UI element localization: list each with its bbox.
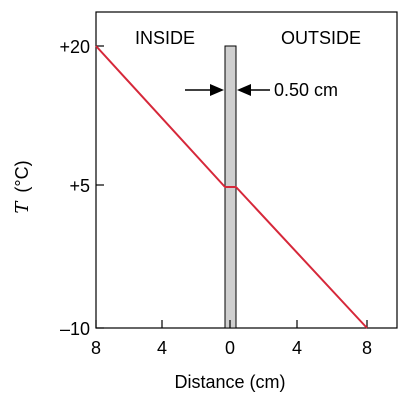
x-tick-label-8-right: 8 xyxy=(362,338,372,358)
thickness-arrow-right-head xyxy=(237,84,251,96)
y-axis-title: T (°C) xyxy=(12,160,33,213)
thickness-label: 0.50 cm xyxy=(274,80,338,100)
y-axis-symbol: T xyxy=(12,200,33,214)
x-axis-title: Distance (cm) xyxy=(174,372,285,392)
y-tick-label-5: +5 xyxy=(69,176,90,196)
x-tick-label-8-left: 8 xyxy=(91,338,101,358)
outside-label: OUTSIDE xyxy=(281,28,361,48)
y-axis-unit: (°C) xyxy=(12,160,32,192)
x-tick-label-4-right: 4 xyxy=(292,338,302,358)
x-tick-label-4-left: 4 xyxy=(157,338,167,358)
y-tick-label-minus10: –10 xyxy=(60,319,90,339)
temperature-profile-line xyxy=(95,45,368,329)
plot-frame xyxy=(95,11,398,329)
thickness-arrow-left-head xyxy=(210,84,224,96)
x-tick-label-0: 0 xyxy=(225,338,235,358)
inside-label: INSIDE xyxy=(135,28,195,48)
y-tick-label-20: +20 xyxy=(59,37,90,57)
